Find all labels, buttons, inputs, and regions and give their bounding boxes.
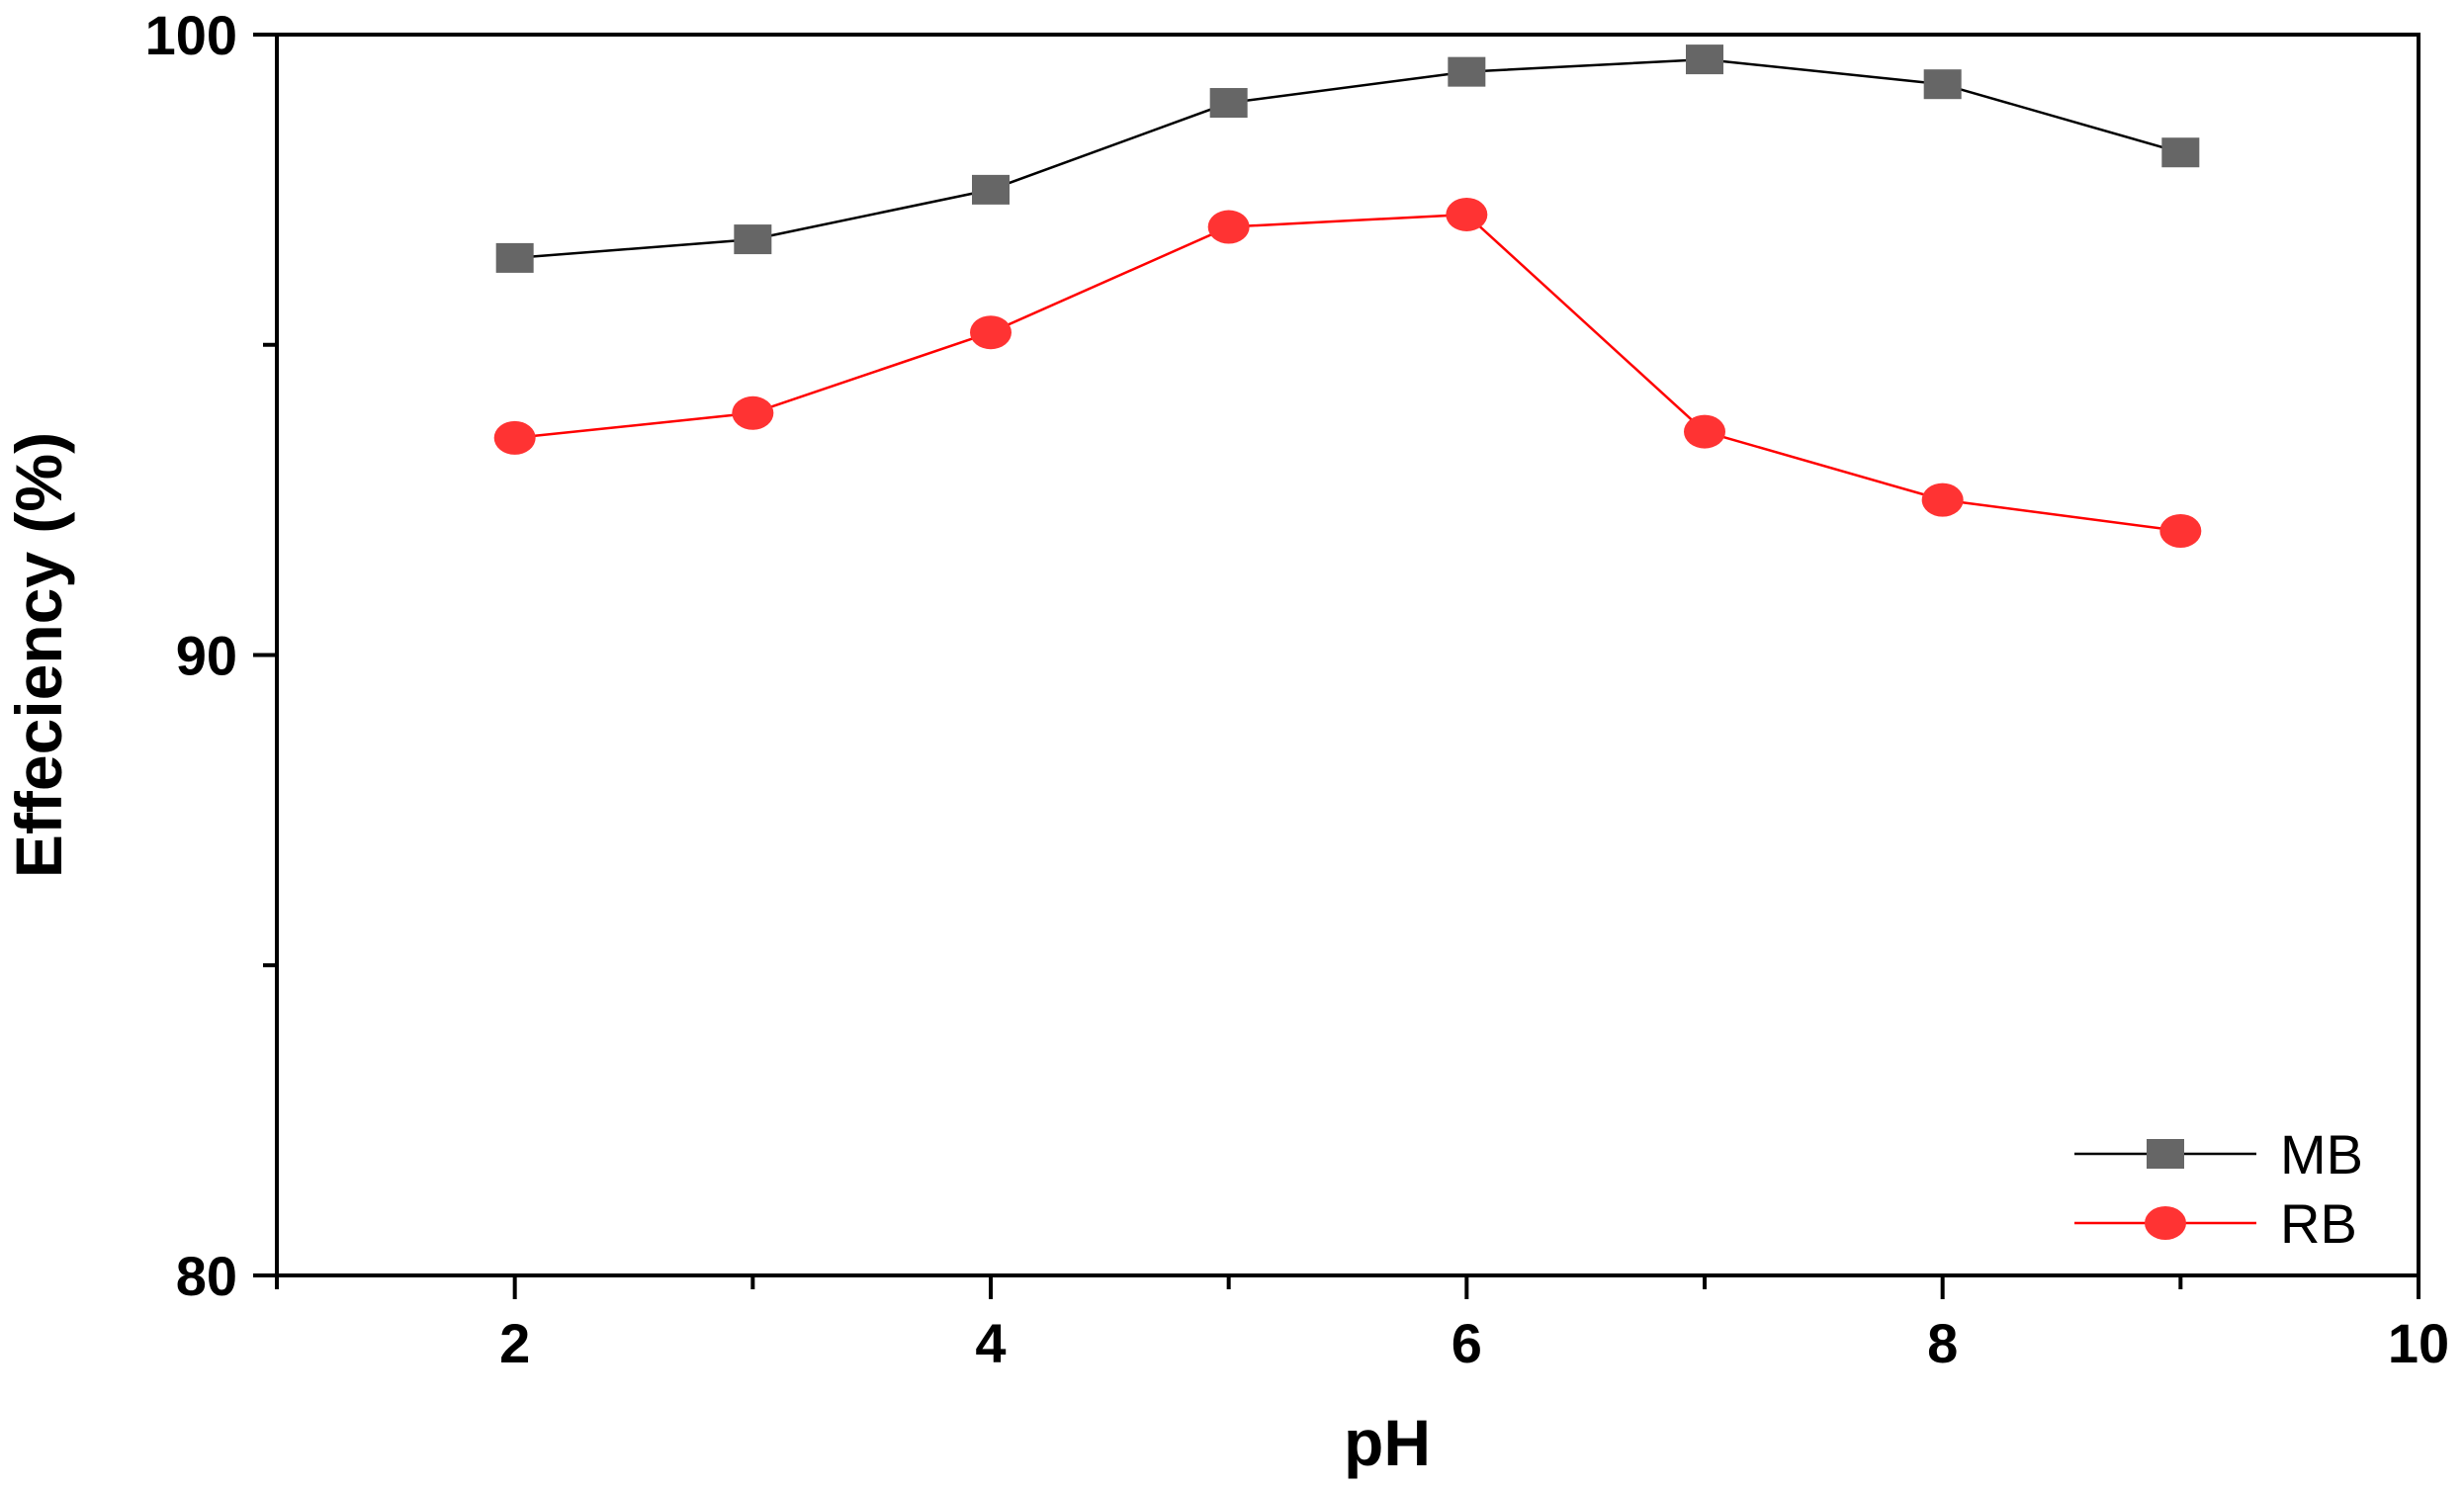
legend-marker-rb: [2145, 1206, 2186, 1240]
data-point-rb: [970, 315, 1012, 350]
x-axis-title: pH: [1344, 1406, 1431, 1479]
y-axis-title: Effeciency (%): [2, 432, 75, 878]
data-point-mb: [972, 174, 1010, 205]
series-line-mb: [514, 57, 2181, 260]
series-group: [493, 44, 2202, 548]
data-point-mb: [2161, 137, 2200, 168]
series-line-rb: [514, 213, 2181, 533]
data-point-rb: [493, 420, 536, 455]
data-point-rb: [1921, 482, 1964, 517]
legend: MB RB: [2074, 1123, 2363, 1255]
data-point-mb: [1686, 44, 1723, 75]
axis-ticks: 80 90 100 2 4 6 8 10: [145, 4, 2450, 1374]
x-tick-label: 2: [499, 1312, 530, 1374]
x-tick-label: 8: [1927, 1312, 1958, 1374]
data-point-rb: [732, 395, 774, 430]
data-point-mb: [734, 224, 772, 255]
data-point-mb: [1209, 88, 1248, 119]
x-tick-label: 10: [2388, 1312, 2449, 1374]
data-point-rb: [2159, 514, 2202, 548]
series-mb: [495, 44, 2200, 273]
y-tick-label: 90: [176, 625, 237, 687]
legend-marker-mb: [2147, 1139, 2184, 1169]
y-tick-label: 80: [176, 1245, 237, 1307]
data-point-rb: [1207, 210, 1250, 244]
data-point-rb: [1446, 197, 1488, 231]
data-point-mb: [495, 242, 534, 273]
legend-label-mb: MB: [2280, 1123, 2363, 1185]
series-rb: [493, 197, 2202, 548]
x-tick-label: 4: [975, 1312, 1006, 1374]
data-point-mb: [1923, 69, 1962, 100]
legend-label-rb: RB: [2280, 1192, 2357, 1255]
data-point-mb: [1448, 56, 1486, 87]
data-point-rb: [1684, 414, 1725, 449]
x-tick-label: 6: [1452, 1312, 1482, 1374]
y-tick-label: 100: [145, 4, 237, 66]
